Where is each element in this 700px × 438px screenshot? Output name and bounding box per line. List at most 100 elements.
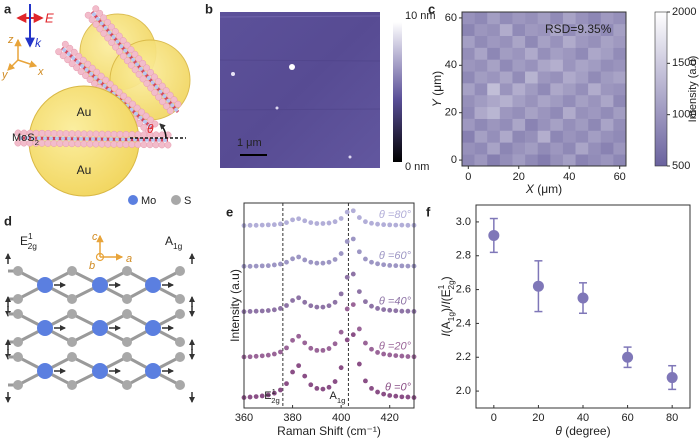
flake-atom bbox=[98, 79, 103, 84]
heat-cell bbox=[462, 83, 475, 96]
lattice bbox=[5, 253, 195, 403]
afm-particle bbox=[348, 155, 352, 159]
flake-atom bbox=[170, 96, 178, 104]
mo-atom bbox=[145, 277, 161, 293]
data-point bbox=[405, 263, 411, 269]
heat-cell bbox=[512, 47, 526, 60]
data-point bbox=[363, 340, 368, 346]
heat-cell bbox=[613, 71, 627, 84]
flake-atom bbox=[156, 137, 161, 142]
y-tick-label: 2.0 bbox=[456, 385, 471, 397]
data-point bbox=[375, 261, 380, 267]
heat-cell bbox=[613, 12, 627, 25]
x-tick-label: 80 bbox=[666, 412, 678, 424]
flake-atom bbox=[128, 131, 136, 138]
x-axis-label-part: X bbox=[525, 182, 535, 196]
heat-cell bbox=[474, 59, 488, 72]
heat-cell bbox=[487, 23, 501, 36]
data-point bbox=[350, 208, 356, 214]
data-point bbox=[405, 394, 411, 400]
flake-atom bbox=[143, 80, 151, 87]
x-tick-label: 360 bbox=[235, 412, 253, 424]
mode-label: E1 2g bbox=[20, 231, 37, 251]
series-label: θ =40° bbox=[379, 295, 412, 307]
data-point bbox=[259, 222, 265, 228]
y-tick-label: 2.4 bbox=[456, 317, 471, 329]
heat-cell bbox=[613, 83, 627, 96]
data-point bbox=[326, 259, 332, 265]
s-atom bbox=[67, 380, 77, 390]
afm-b bbox=[219, 12, 402, 168]
data-point bbox=[338, 216, 344, 221]
data-point bbox=[356, 215, 362, 220]
heat-cell bbox=[462, 59, 475, 72]
flake-atom bbox=[155, 93, 163, 101]
flake-atom bbox=[91, 12, 96, 17]
heat-cell bbox=[462, 130, 475, 143]
heat-cell bbox=[575, 142, 589, 155]
y-axis-label: I(A1g)/I(E12g) bbox=[436, 276, 456, 336]
afm-particle bbox=[275, 106, 279, 110]
heat-cell bbox=[499, 12, 513, 25]
panel-label: f bbox=[426, 204, 431, 219]
heat-cell bbox=[462, 94, 475, 108]
series-label: θ =0° bbox=[385, 381, 412, 393]
data-point bbox=[302, 299, 308, 305]
x-tick-label: 60 bbox=[621, 412, 633, 424]
flake-atom bbox=[74, 140, 82, 148]
data-point bbox=[290, 256, 295, 262]
flake-atom bbox=[138, 115, 143, 120]
heat-cell bbox=[575, 106, 589, 119]
heat-cell bbox=[600, 71, 614, 84]
data-point bbox=[271, 307, 277, 313]
gold-label: Au bbox=[77, 163, 92, 177]
heat-cell bbox=[537, 47, 551, 60]
flake-atom bbox=[138, 108, 146, 116]
data-point bbox=[375, 306, 380, 311]
s-atom bbox=[67, 266, 77, 276]
flake-atom bbox=[142, 71, 147, 76]
axis-arrow bbox=[7, 59, 19, 71]
data-point bbox=[399, 353, 405, 359]
data-point bbox=[302, 218, 308, 224]
x-axis-label-part: (μm) bbox=[534, 182, 562, 196]
data-point bbox=[271, 262, 277, 268]
heat-cell bbox=[550, 83, 564, 96]
flake-atom bbox=[146, 75, 151, 80]
heat-cell bbox=[487, 59, 501, 72]
data-point bbox=[356, 361, 362, 367]
data-point bbox=[344, 337, 350, 343]
flake-atom bbox=[96, 137, 101, 142]
heat-cell bbox=[550, 59, 564, 72]
data-point bbox=[290, 369, 295, 375]
flake-atom bbox=[66, 44, 74, 52]
flake-atom bbox=[56, 130, 64, 138]
heat-cell bbox=[537, 71, 551, 84]
flake-atom bbox=[89, 71, 94, 76]
data-point bbox=[393, 222, 399, 228]
heat-cell bbox=[613, 130, 627, 143]
x-tick-label: 380 bbox=[283, 412, 301, 424]
flake-atom bbox=[140, 124, 148, 131]
heat-cell bbox=[474, 142, 488, 155]
panel-label: a bbox=[4, 1, 12, 16]
heat-cell bbox=[613, 23, 627, 36]
y-axis-label: Intensity (a.u) bbox=[228, 269, 242, 342]
heat-cell bbox=[525, 94, 538, 108]
heat-cell bbox=[588, 83, 602, 96]
heat-cell bbox=[525, 71, 538, 84]
data-point bbox=[314, 260, 320, 266]
s-atom bbox=[67, 294, 77, 304]
flake-atom bbox=[38, 139, 46, 147]
heat-cell bbox=[575, 35, 589, 48]
data-point bbox=[320, 386, 326, 392]
y-axis-label-part: Y bbox=[430, 98, 444, 107]
heat-cell bbox=[575, 47, 589, 60]
data-point bbox=[381, 391, 387, 397]
heat-cell bbox=[600, 154, 614, 167]
heat-cell bbox=[512, 71, 526, 84]
data-point bbox=[259, 353, 265, 359]
flake-atom bbox=[127, 46, 135, 54]
peak-label-part: 1 bbox=[272, 387, 276, 396]
heat-cell bbox=[474, 12, 488, 25]
